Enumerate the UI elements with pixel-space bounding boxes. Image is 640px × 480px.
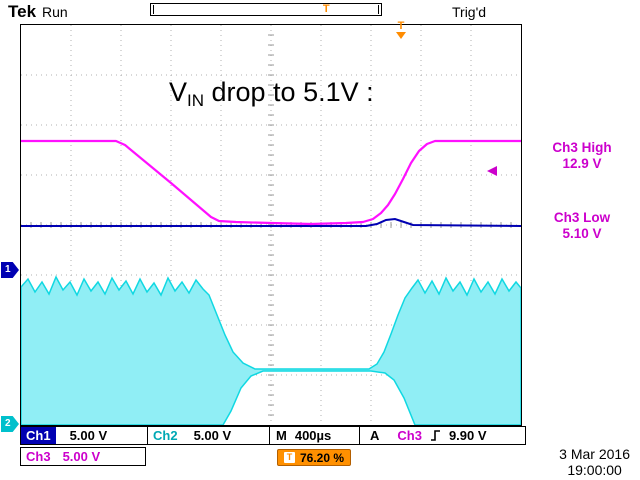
trigger-time-marker: T: [393, 21, 409, 39]
date-time: 3 Mar 2016 19:00:00: [559, 446, 630, 478]
measurement-value: 5.10 V: [562, 226, 602, 241]
timebase-scale: 400µs: [294, 428, 332, 443]
time-text: 19:00:00: [567, 462, 622, 478]
ch1-readout: Ch1 5.00 V: [21, 427, 147, 444]
ch3-low-measurement: Ch3 Low 5.10 V: [525, 210, 639, 242]
timebase-readout: M 400µs: [269, 427, 359, 444]
graticule: VIN drop to 5.1V :: [20, 24, 522, 426]
trigger-t-icon: T: [397, 20, 405, 32]
trigger-readout: A Ch3 9.90 V: [359, 427, 525, 444]
date-text: 3 Mar 2016: [559, 446, 630, 462]
trigger-position-value: 76.20 %: [300, 450, 345, 465]
trigger-t-icon: T: [284, 452, 295, 463]
ch3-scale: 5.00 V: [62, 449, 101, 464]
ch1-chip: Ch1: [21, 427, 56, 444]
readout-bar: Ch1 5.00 V Ch2 5.00 V M 400µs A Ch3 9.90…: [20, 426, 526, 445]
rising-edge-icon: [430, 430, 440, 441]
trigger-level-value: 9.90 V: [448, 428, 487, 443]
ch2-label: Ch2: [153, 428, 178, 443]
ch2-waveform: [21, 275, 521, 425]
ch3-waveform: [21, 139, 521, 226]
trigger-source-label: Ch3: [397, 428, 422, 443]
record-trigger-position-icon: T: [322, 3, 330, 15]
ch1-waveform: [21, 217, 521, 227]
acquisition-state: Run: [42, 4, 68, 20]
annotation-text: VIN drop to 5.1V :: [169, 77, 374, 110]
measurement-value: 12.9 V: [562, 156, 602, 171]
ch3-high-measurement: Ch3 High 12.9 V: [525, 140, 639, 172]
measurement-label: Ch3 Low: [553, 210, 611, 225]
ch1-position-marker: 1: [1, 262, 19, 278]
ch3-readout: Ch3 5.00 V: [20, 447, 146, 466]
ch3-label: Ch3: [26, 449, 51, 464]
trigger-mode-label: A: [370, 428, 380, 443]
trigger-status: Trig'd: [452, 4, 487, 20]
measurement-label: Ch3 High: [552, 140, 612, 155]
ch2-position-marker: 2: [1, 416, 19, 432]
trigger-down-arrow-icon: [396, 32, 406, 39]
ch2-scale: 5.00 V: [193, 428, 232, 443]
timebase-label: M: [276, 428, 287, 443]
waveform-svg: [21, 25, 521, 425]
ch1-scale: 5.00 V: [69, 428, 108, 443]
tek-logo: Tek: [8, 2, 37, 21]
trigger-position-readout: T 76.20 %: [277, 449, 352, 466]
record-view-bar: T: [150, 3, 382, 16]
trigger-level-arrow-icon: [487, 166, 497, 176]
ch2-readout: Ch2 5.00 V: [147, 427, 269, 444]
